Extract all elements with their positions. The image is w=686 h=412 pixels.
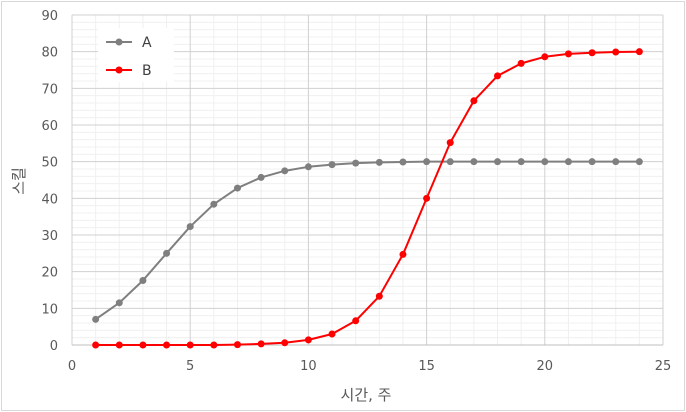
- data-point: [446, 158, 454, 166]
- data-point: [399, 158, 407, 166]
- data-point: [92, 315, 100, 323]
- data-point: [163, 341, 171, 349]
- data-point: [352, 159, 360, 167]
- data-point: [304, 163, 312, 171]
- legend-item-b: B: [106, 63, 152, 79]
- data-point: [139, 276, 147, 284]
- data-point: [541, 53, 549, 61]
- data-point: [423, 158, 431, 166]
- data-point: [115, 341, 123, 349]
- data-point: [186, 223, 194, 231]
- data-point: [564, 50, 572, 58]
- legend-item-a: A: [106, 35, 152, 51]
- data-point: [233, 184, 241, 192]
- series-layer: [92, 48, 643, 349]
- data-point: [612, 158, 620, 166]
- data-point: [635, 48, 643, 56]
- data-point: [375, 292, 383, 300]
- data-point: [139, 341, 147, 349]
- data-point: [233, 341, 241, 349]
- y-tick-label: 40: [41, 192, 58, 207]
- data-point: [494, 158, 502, 166]
- legend-label-b: B: [142, 63, 152, 79]
- legend-box: [98, 28, 174, 82]
- data-point: [210, 200, 218, 208]
- data-point: [564, 158, 572, 166]
- y-tick-label: 70: [41, 82, 58, 97]
- data-point: [375, 158, 383, 166]
- data-point: [399, 250, 407, 258]
- data-point: [541, 158, 549, 166]
- data-point: [446, 139, 454, 147]
- data-point: [281, 339, 289, 347]
- data-point: [115, 299, 123, 307]
- x-tick-label: 10: [300, 359, 317, 374]
- y-tick-label: 30: [41, 229, 58, 244]
- data-point: [494, 72, 502, 80]
- data-point: [186, 341, 194, 349]
- data-point: [517, 59, 525, 67]
- data-point: [517, 158, 525, 166]
- legend-label-a: A: [142, 35, 152, 51]
- y-tick-label: 60: [41, 119, 58, 134]
- y-tick-label: 90: [41, 9, 58, 24]
- data-point: [304, 336, 312, 344]
- y-tick-label: 0: [50, 339, 58, 354]
- series-line: [95, 50, 640, 346]
- data-point: [470, 158, 478, 166]
- y-tick-label: 80: [41, 46, 58, 61]
- series-a: [92, 158, 643, 323]
- series-line: [95, 160, 640, 321]
- data-point: [328, 330, 336, 338]
- data-point: [635, 158, 643, 166]
- data-point: [352, 317, 360, 325]
- legend: A B: [98, 28, 174, 82]
- x-tick-label: 20: [537, 359, 554, 374]
- x-tick-label: 5: [186, 359, 194, 374]
- x-tick-label: 0: [68, 359, 76, 374]
- minor-gridlines: [72, 15, 663, 345]
- data-point: [92, 341, 100, 349]
- data-point: [423, 194, 431, 202]
- y-axis-title: 스킬: [10, 167, 28, 195]
- data-point: [612, 48, 620, 56]
- x-tick-label: 25: [655, 359, 672, 374]
- data-point: [281, 167, 289, 175]
- data-point: [163, 249, 171, 257]
- data-point: [328, 161, 336, 169]
- series-b: [92, 48, 643, 349]
- data-point: [257, 173, 265, 181]
- x-axis-title: 시간, 주: [341, 386, 392, 404]
- y-tick-label: 20: [41, 266, 58, 281]
- y-tick-label: 50: [41, 156, 58, 171]
- x-tick-label: 15: [418, 359, 435, 374]
- data-point: [470, 97, 478, 105]
- data-point: [210, 341, 218, 349]
- data-point: [257, 340, 265, 348]
- data-point: [588, 158, 596, 166]
- y-tick-label: 10: [41, 302, 58, 317]
- data-point: [588, 49, 596, 57]
